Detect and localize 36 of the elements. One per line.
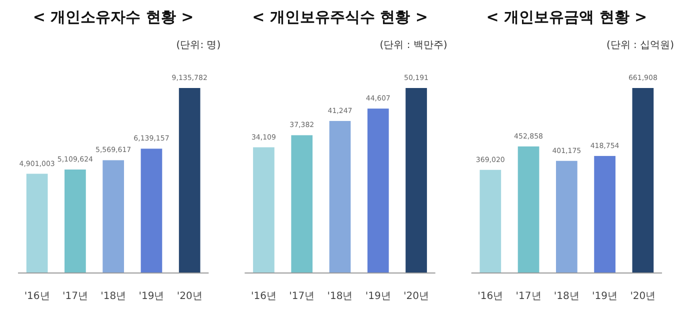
chart-subtitle: (단위 : 십억원)	[606, 40, 674, 51]
bar	[102, 160, 124, 273]
bar	[64, 170, 86, 273]
x-tick-label: '19년	[138, 291, 164, 302]
bar	[367, 108, 389, 273]
x-tick-label: '20년	[630, 291, 656, 302]
bar	[632, 88, 654, 273]
chart-title: < 개인보유주식수 현황 >	[252, 8, 428, 26]
bar	[26, 174, 48, 273]
x-tick-label: '18년	[327, 291, 353, 302]
bar	[253, 147, 274, 273]
x-tick-label: '18년	[554, 291, 580, 302]
bar	[518, 146, 540, 273]
x-tick-label: '17년	[289, 291, 315, 302]
chart-title: < 개인보유금액 현황 >	[486, 8, 648, 26]
bar	[556, 160, 578, 273]
x-tick-label: '17년	[62, 291, 88, 302]
bar	[594, 156, 616, 273]
x-tick-label: '17년	[516, 291, 542, 302]
bar	[329, 120, 351, 273]
chart-subtitle: (단위: 명)	[176, 40, 221, 51]
bar	[406, 88, 427, 273]
x-tick-label: '20년	[176, 291, 202, 302]
chart-subtitle: (단위 : 백만주)	[380, 40, 448, 51]
chart-title: < 개인소유자수 현황 >	[32, 8, 194, 26]
bar	[291, 135, 313, 273]
bar	[178, 88, 200, 273]
x-tick-label: '18년	[100, 291, 126, 302]
bar	[140, 148, 162, 273]
x-tick-label: '19년	[592, 291, 618, 302]
bar	[480, 170, 502, 273]
x-tick-label: '16년	[250, 291, 276, 302]
x-tick-label: '16년	[24, 291, 50, 302]
x-tick-label: '20년	[404, 291, 430, 302]
x-tick-label: '16년	[478, 291, 504, 302]
x-tick-label: '19년	[365, 291, 391, 302]
